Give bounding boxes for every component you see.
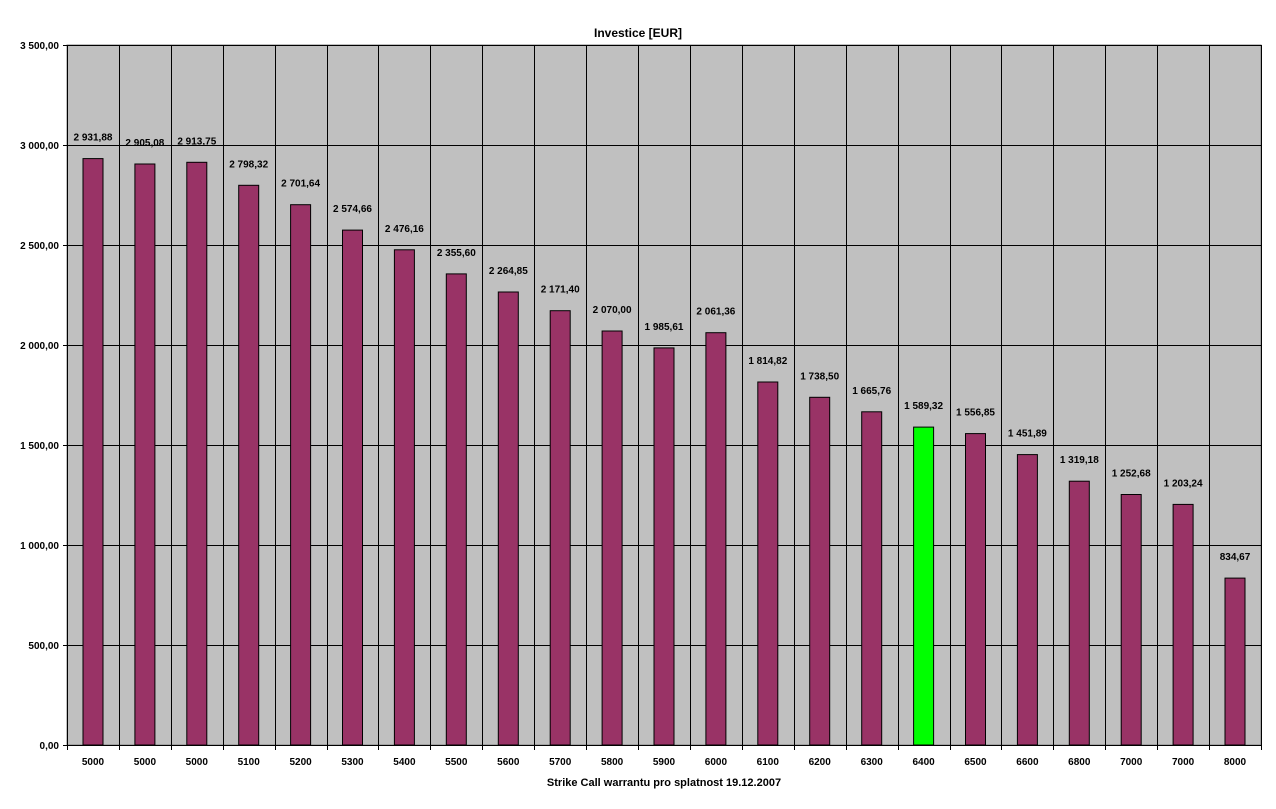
x-tick-label: 5400	[393, 757, 416, 768]
x-tick-label: 6600	[1016, 757, 1039, 768]
data-label: 1 814,82	[748, 356, 787, 367]
data-label: 2 476,16	[385, 224, 424, 235]
x-tick-label: 5000	[134, 757, 157, 768]
y-tick-label: 3 000,00	[20, 141, 59, 152]
x-tick-label: 6800	[1068, 757, 1091, 768]
bar	[549, 310, 571, 746]
x-tick-label: 6300	[861, 757, 884, 768]
data-label: 1 252,68	[1112, 469, 1151, 480]
bar	[757, 381, 779, 746]
bar	[497, 291, 519, 746]
bar	[965, 433, 986, 746]
y-tick-label: 1 500,00	[20, 441, 59, 452]
bar	[445, 273, 467, 746]
data-label: 1 589,32	[904, 401, 943, 412]
x-tick-label: 8000	[1224, 757, 1247, 768]
data-label: 1 319,18	[1060, 455, 1099, 466]
data-label: 2 061,36	[696, 307, 735, 318]
x-tick-label: 5700	[549, 757, 572, 768]
data-label: 2 264,85	[489, 266, 528, 277]
x-tick-label: 5900	[653, 757, 676, 768]
x-tick-label: 5100	[238, 757, 261, 768]
data-label: 1 985,61	[645, 322, 684, 333]
data-label: 1 451,89	[1008, 429, 1047, 440]
bar-highlighted	[913, 426, 935, 746]
y-tick-label: 500,00	[28, 641, 59, 652]
y-tick-label: 0,00	[40, 741, 60, 752]
y-tick-label: 1 000,00	[20, 541, 59, 552]
plot-area: 0,00 500,00 1 000,00 1 500,00 2 000,00 2 500,…	[20, 41, 1262, 768]
bar	[186, 161, 208, 746]
data-label: 2 574,66	[333, 204, 372, 215]
data-label: 2 905,08	[125, 138, 164, 149]
data-label: 1 203,24	[1164, 478, 1203, 489]
bar	[290, 204, 312, 746]
x-tick-label: 5500	[445, 757, 468, 768]
data-label: 834,67	[1220, 552, 1251, 563]
chart-title: Investice [EUR]	[594, 26, 682, 40]
bar	[705, 332, 727, 746]
data-label: 2 701,64	[281, 179, 320, 190]
x-tick-label: 6500	[964, 757, 987, 768]
x-tick-label: 5000	[186, 757, 209, 768]
y-tick-label: 2 500,00	[20, 241, 59, 252]
bar	[1120, 494, 1142, 746]
data-label: 1 738,50	[800, 371, 839, 382]
y-tick-label: 3 500,00	[20, 41, 59, 52]
data-label: 2 798,32	[229, 159, 268, 170]
bar	[1016, 454, 1038, 746]
bar	[342, 229, 363, 746]
x-tick-label: 5200	[289, 757, 312, 768]
data-label: 1 665,76	[852, 386, 891, 397]
bar	[809, 396, 831, 746]
x-tick-label: 7000	[1172, 757, 1195, 768]
bar	[1224, 577, 1246, 746]
bar	[601, 330, 623, 746]
x-tick-label: 6400	[912, 757, 935, 768]
x-axis-label: Strike Call warrantu pro splatnost 19.12…	[547, 777, 781, 789]
data-label: 1 556,85	[956, 408, 995, 419]
bar	[393, 249, 415, 746]
bar	[134, 163, 156, 746]
x-tick-label: 5600	[497, 757, 520, 768]
data-label: 2 070,00	[593, 305, 632, 316]
bar	[238, 184, 260, 746]
x-tick-label: 6000	[705, 757, 728, 768]
x-tick-label: 5300	[341, 757, 364, 768]
bar	[861, 411, 883, 746]
data-label: 2 931,88	[74, 133, 113, 144]
data-label: 2 913,75	[177, 136, 216, 147]
data-label: 2 355,60	[437, 248, 476, 259]
x-tick-label: 7000	[1120, 757, 1143, 768]
data-label: 2 171,40	[541, 285, 580, 296]
bar	[82, 158, 104, 746]
y-tick-label: 2 000,00	[20, 341, 59, 352]
x-tick-label: 5800	[601, 757, 624, 768]
x-tick-label: 5000	[82, 757, 105, 768]
x-tick-label: 6200	[809, 757, 832, 768]
x-tick-label: 6100	[757, 757, 780, 768]
bar	[653, 347, 675, 746]
bar	[1172, 503, 1194, 746]
bar	[1068, 480, 1090, 746]
